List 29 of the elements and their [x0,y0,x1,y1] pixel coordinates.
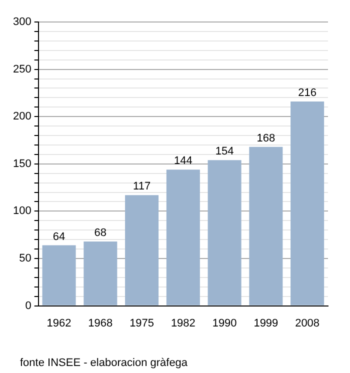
bar [208,160,242,306]
data-label: 64 [52,230,66,243]
x-tick-label: 1982 [170,317,196,330]
x-tick-label: 1975 [130,317,154,330]
y-tick-label: 300 [12,16,32,28]
bar [249,146,283,306]
data-label: 168 [256,132,276,144]
y-tick-label: 200 [12,110,32,123]
x-tick-label: 1968 [88,317,113,330]
bar [125,195,159,306]
x-tick-label: 2008 [295,317,320,330]
source-note: fonte INSEE - elaboracion gràfega [20,357,188,369]
data-label: 68 [94,227,107,240]
y-tick-label: 250 [12,63,32,76]
data-label: 216 [298,86,316,99]
y-tick-label: 100 [12,205,32,218]
data-label: 144 [174,155,192,168]
y-tick-label: 150 [12,158,32,170]
bar [290,101,324,306]
bar [166,170,200,306]
data-label: 117 [133,180,151,193]
bar [84,241,118,306]
y-tick-label: 0 [25,300,32,312]
bar [42,245,76,306]
x-tick-label: 1999 [254,317,278,330]
x-tick-label: 1962 [46,317,72,330]
y-tick-label: 50 [19,252,32,265]
data-label: 154 [215,146,234,158]
x-tick-label: 1990 [212,317,237,330]
